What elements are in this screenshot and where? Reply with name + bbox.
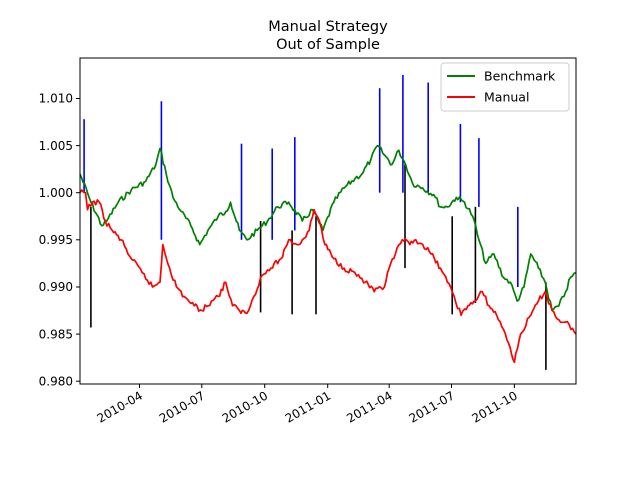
y-tick-label-2: 0.990 <box>39 280 73 294</box>
x-tick-label-1: 2010-07 <box>157 388 207 425</box>
x-tick-label-6: 2011-10 <box>469 388 519 425</box>
y-tick-label-0: 0.980 <box>39 374 73 388</box>
x-tick-label-3: 2011-01 <box>283 388 333 425</box>
trade-markers <box>83 75 547 370</box>
chart-subtitle: Out of Sample <box>276 37 380 53</box>
y-tick-label-1: 0.985 <box>39 327 73 341</box>
x-axis: 2010-04 2010-07 2010-10 2011-01 2011-04 2011-… <box>95 384 520 426</box>
series-line-benchmark <box>79 144 577 312</box>
y-axis: 0.980 0.985 0.990 0.995 1.000 1.005 1.010 <box>39 92 80 388</box>
legend: Benchmark Manual <box>440 62 570 112</box>
y-tick-label-5: 1.005 <box>39 139 73 153</box>
x-tick-label-0: 2010-04 <box>95 388 145 425</box>
x-tick-label-2: 2010-10 <box>220 388 270 425</box>
series-line-manual <box>79 189 577 364</box>
x-tick-label-4: 2011-04 <box>344 388 394 425</box>
y-tick-label-6: 1.010 <box>39 92 73 106</box>
legend-label-benchmark: Benchmark <box>484 69 556 84</box>
y-tick-label-4: 1.000 <box>39 186 73 200</box>
y-tick-label-3: 0.995 <box>39 233 73 247</box>
x-tick-label-5: 2011-07 <box>407 388 457 425</box>
legend-label-manual: Manual <box>484 90 529 105</box>
series-lines <box>79 144 577 364</box>
chart-title: Manual Strategy <box>268 19 388 35</box>
